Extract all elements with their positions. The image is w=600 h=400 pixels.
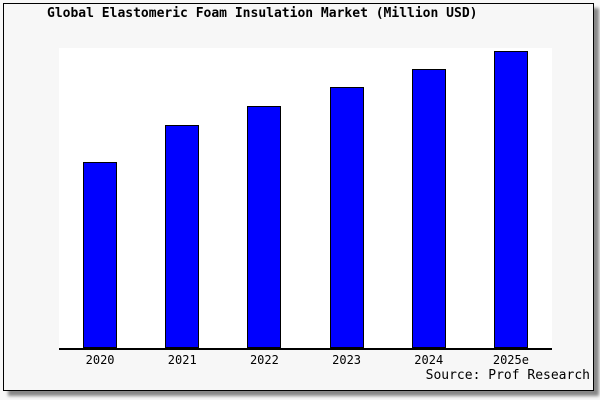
x-tick-label-2020: 2020 xyxy=(85,353,115,367)
bar-2025e xyxy=(493,51,528,348)
x-tick-label-2021: 2021 xyxy=(167,353,197,367)
bar-2023 xyxy=(329,87,364,348)
x-tick-label-2024: 2024 xyxy=(414,353,444,367)
bar-2021 xyxy=(165,125,200,348)
x-tick-label-2023: 2023 xyxy=(332,353,362,367)
bar-2022 xyxy=(247,106,282,348)
source-note: Source: Prof Research xyxy=(425,368,590,383)
x-tick-label-2025e: 2025e xyxy=(492,353,529,367)
x-tick-label-2022: 2022 xyxy=(249,353,279,367)
bar-2024 xyxy=(411,69,446,348)
x-axis-labels: 2020 2021 2022 2023 2024 2025e xyxy=(0,353,600,367)
bar-2020 xyxy=(83,162,118,348)
plot-area xyxy=(59,48,552,350)
chart-title: Global Elastomeric Foam Insulation Marke… xyxy=(47,6,478,21)
